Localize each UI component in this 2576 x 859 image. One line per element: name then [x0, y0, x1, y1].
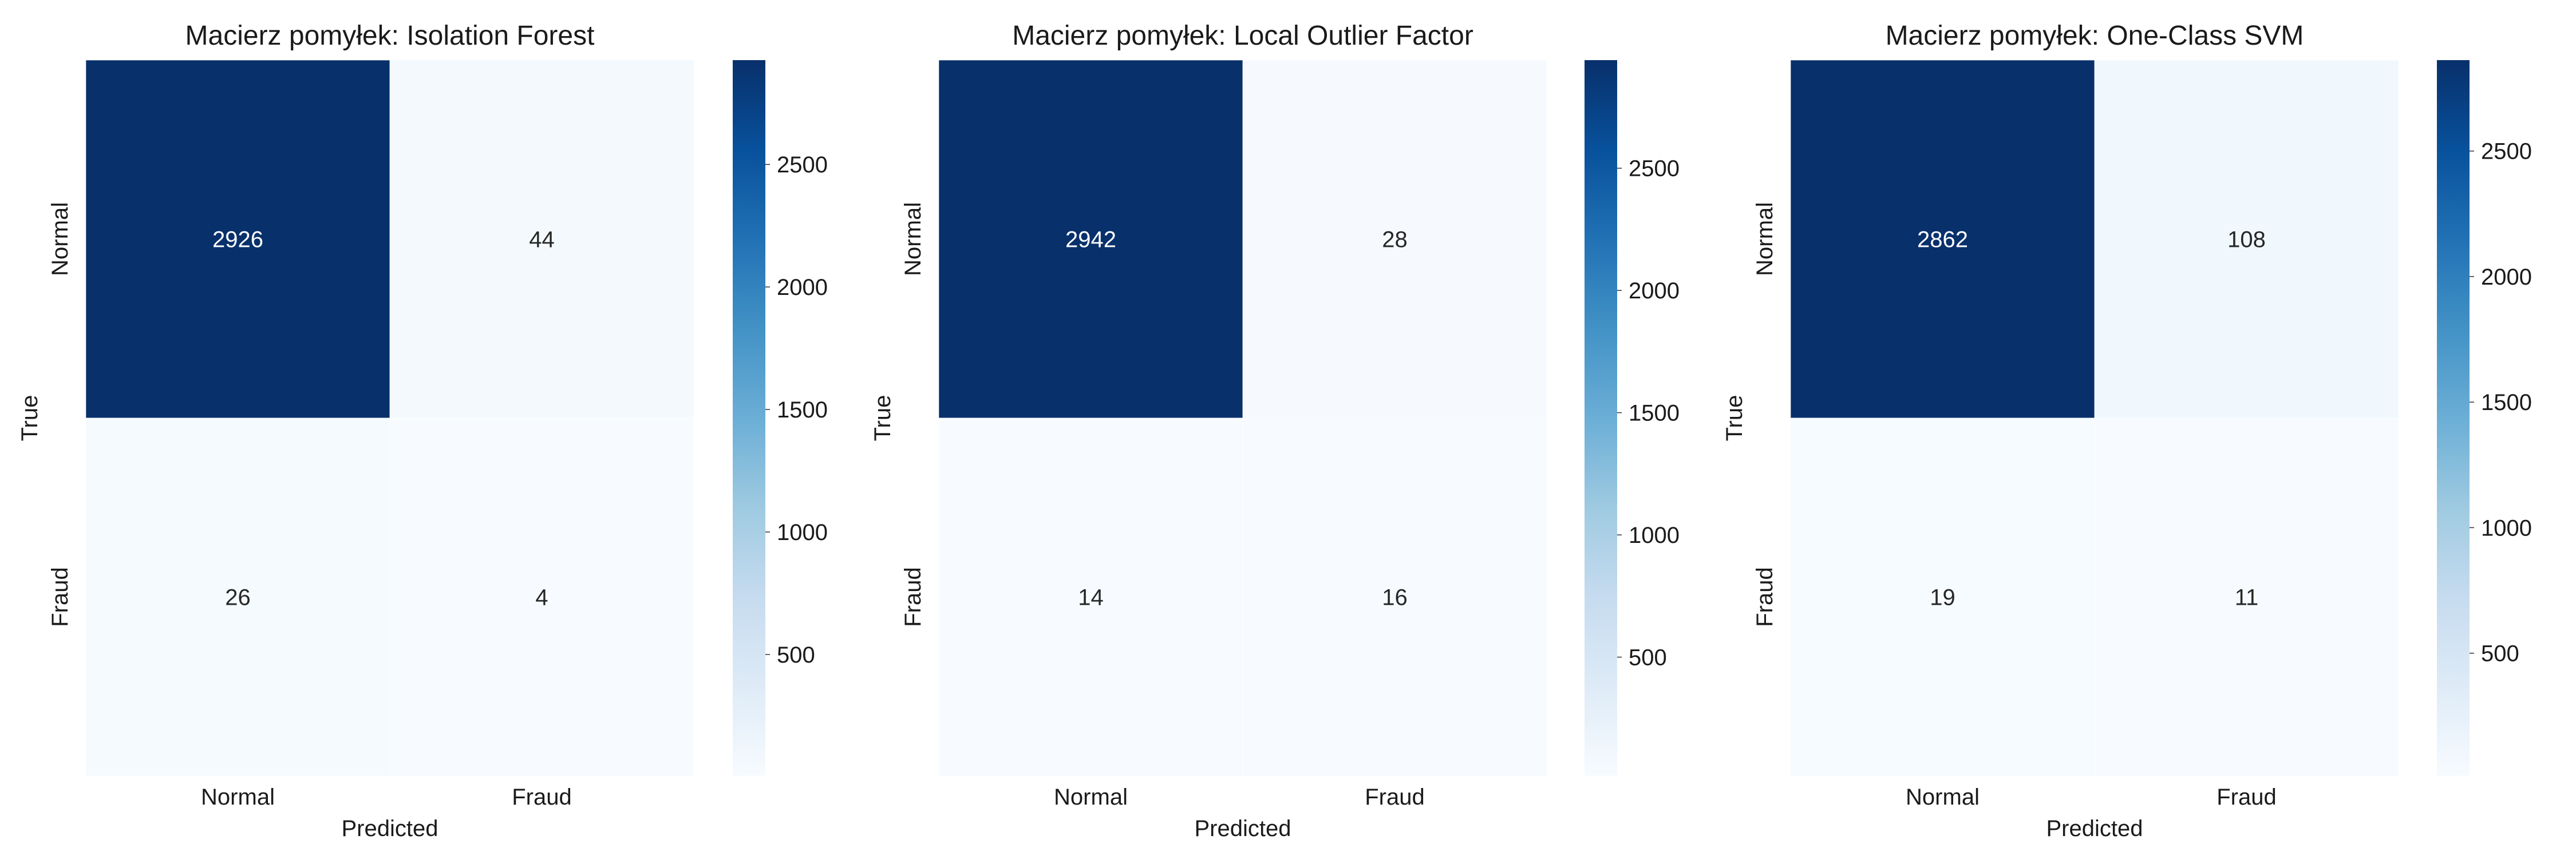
cell-value-label: 28 — [1382, 227, 1408, 253]
cell-value-label: 4 — [535, 585, 548, 610]
cell-value-label: 2942 — [1065, 227, 1116, 253]
cell-value-label: 108 — [2227, 227, 2266, 253]
colorbar-tick-label: 1500 — [1629, 401, 1680, 426]
colorbar-tick-label: 2500 — [1629, 156, 1680, 182]
heatmap-panel-3: Macierz pomyłek: One-Class SVM 2862 108 19 1… — [1722, 21, 2532, 841]
colorbar-tick-label: 1500 — [777, 397, 828, 423]
colorbar-tick-label: 1000 — [777, 520, 828, 545]
colorbar — [1585, 60, 1617, 776]
x-tick-label: Normal — [1906, 785, 1980, 810]
colorbar-tick-label: 1000 — [1629, 523, 1680, 548]
heatmap-cell — [389, 417, 694, 777]
cell-value-label: 19 — [1930, 585, 1955, 610]
cell-value-label: 14 — [1078, 585, 1104, 610]
cell-value-label: 2926 — [212, 227, 263, 253]
cell-value-label: 2862 — [1917, 227, 1968, 253]
colorbar-tick-label: 500 — [2481, 641, 2519, 667]
heatmap-cell — [1242, 417, 1547, 777]
heatmap-panel-2: Macierz pomyłek: Local Outlier Factor 294… — [870, 21, 1680, 841]
heatmap-cell — [1790, 60, 2095, 419]
chart-title: Macierz pomyłek: Isolation Forest — [185, 21, 595, 51]
colorbar — [733, 60, 765, 776]
cell-value-label: 26 — [225, 585, 251, 610]
colorbar-tick-label: 2500 — [2481, 139, 2532, 164]
y-tick-label: Normal — [1752, 202, 1777, 276]
cell-value-label: 16 — [1382, 585, 1408, 610]
y-axis-label: True — [17, 395, 42, 442]
cell-value-label: 44 — [529, 227, 555, 253]
heatmap-cell — [1790, 417, 2095, 777]
heatmap-cell — [389, 60, 694, 419]
colorbar-tick-label: 500 — [777, 643, 815, 668]
heatmap-panel-1: Macierz pomyłek: Isolation Forest 2926 44 2… — [17, 21, 828, 841]
x-tick-label: Normal — [201, 785, 275, 810]
cell-value-label: 11 — [2235, 585, 2259, 610]
colorbar-tick-label: 2000 — [1629, 278, 1680, 304]
y-tick-label: Fraud — [48, 567, 73, 627]
y-axis-label: True — [870, 395, 895, 442]
colorbar-tick-label: 2000 — [2481, 265, 2532, 290]
heatmap-cell — [85, 417, 390, 777]
x-axis-label: Predicted — [342, 816, 438, 841]
colorbar-tick-label: 2000 — [777, 275, 828, 300]
y-tick-label: Normal — [48, 202, 73, 276]
x-tick-label: Fraud — [1365, 785, 1425, 810]
x-axis-label: Predicted — [1195, 816, 1291, 841]
y-tick-label: Fraud — [900, 567, 926, 627]
y-axis-label: True — [1722, 395, 1747, 442]
chart-title: Macierz pomyłek: One-Class SVM — [1886, 21, 2304, 51]
heatmap-cell — [2094, 60, 2399, 419]
colorbar — [2437, 60, 2470, 776]
colorbar-tick-label: 1000 — [2481, 515, 2532, 541]
heatmap-cell — [938, 417, 1243, 777]
x-tick-label: Normal — [1054, 785, 1128, 810]
colorbar-tick-label: 1500 — [2481, 390, 2532, 415]
y-tick-label: Fraud — [1752, 567, 1777, 627]
x-tick-label: Fraud — [512, 785, 572, 810]
x-tick-label: Fraud — [2217, 785, 2277, 810]
colorbar-tick-label: 500 — [1629, 645, 1667, 671]
colorbar-tick-label: 2500 — [777, 152, 828, 178]
heatmap-cell — [85, 60, 390, 419]
heatmap-cell — [1242, 60, 1547, 419]
x-axis-label: Predicted — [2046, 816, 2143, 841]
heatmap-cell — [2094, 417, 2399, 777]
y-tick-label: Normal — [900, 202, 926, 276]
chart-title: Macierz pomyłek: Local Outlier Factor — [1012, 21, 1473, 51]
heatmap-cell — [938, 60, 1243, 419]
